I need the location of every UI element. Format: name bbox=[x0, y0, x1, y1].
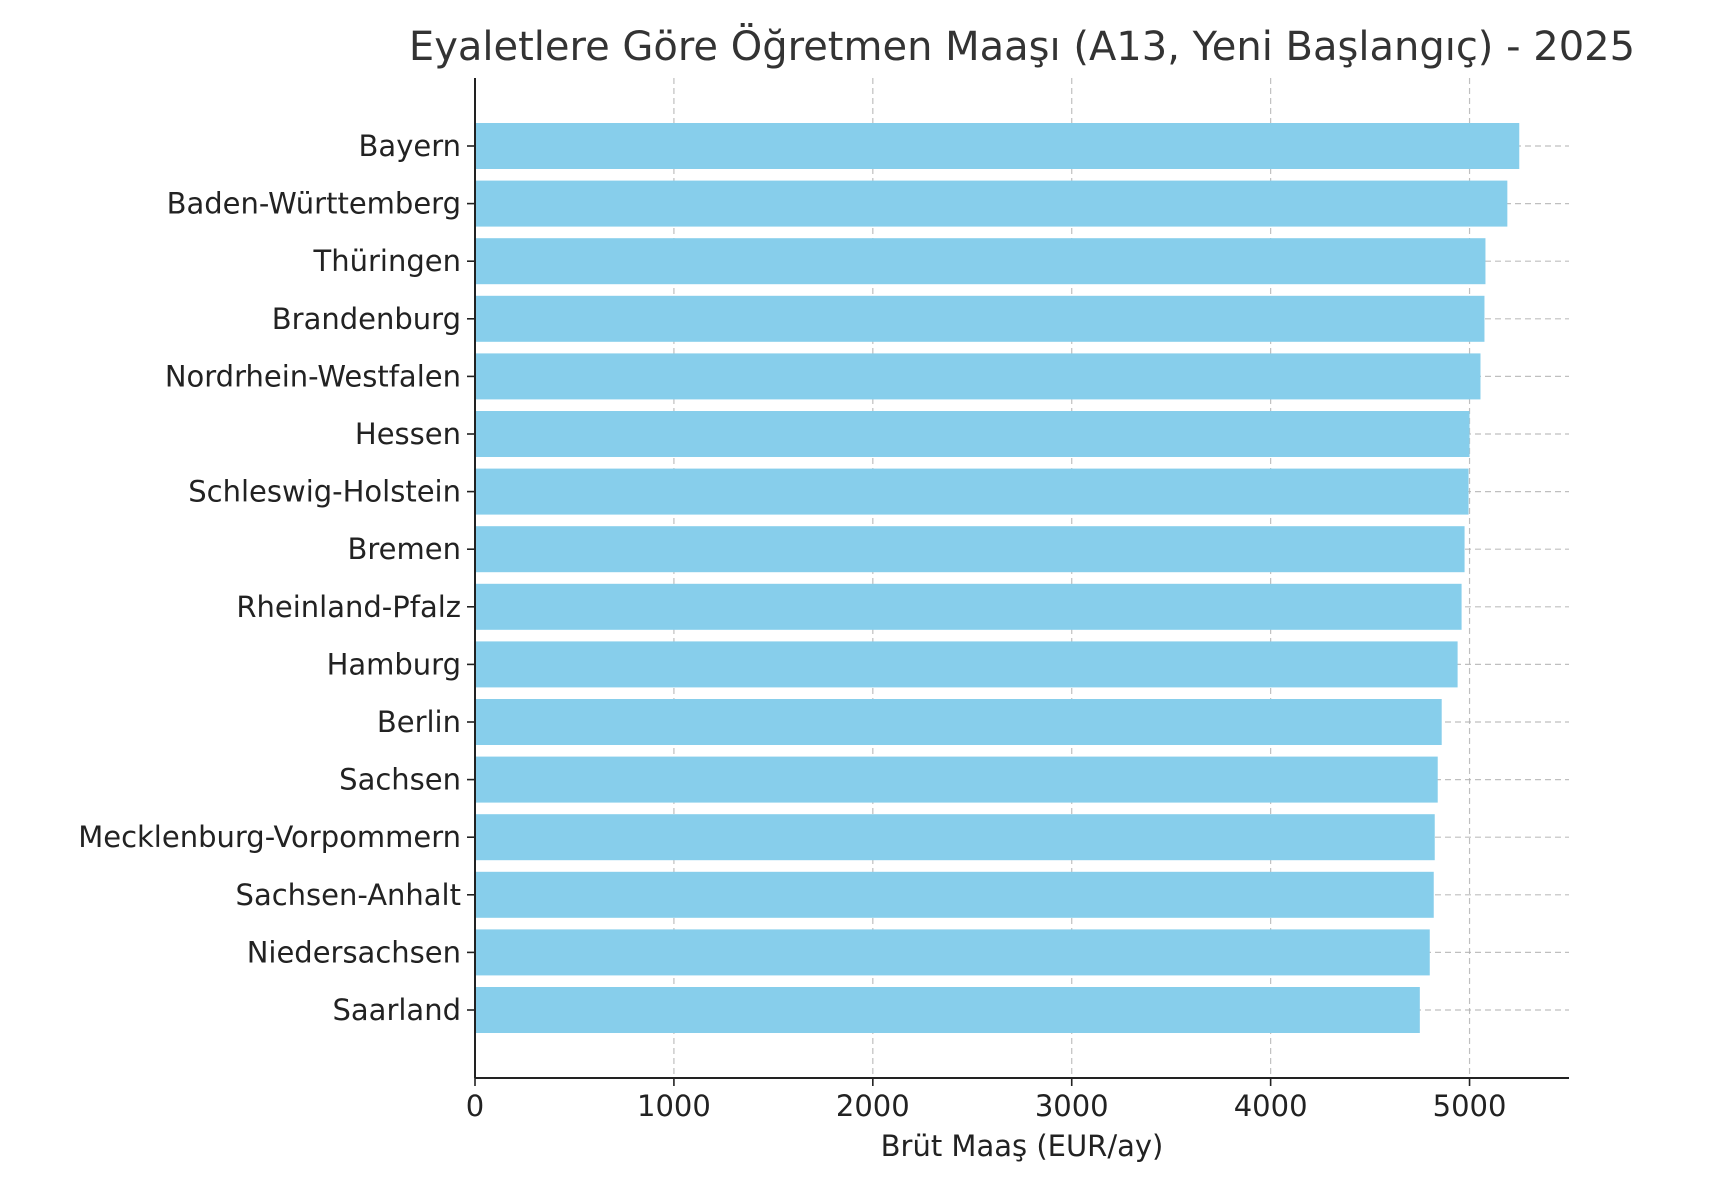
y-tick-label: Nordrhein-Westfalen bbox=[165, 359, 461, 393]
x-ticks: 0 1000 2000 3000 4000 5000 bbox=[466, 1078, 1507, 1123]
y-ticks: Bayern Baden-Württemberg Thüringen Brandenb… bbox=[78, 129, 475, 1027]
x-tick-label: 5000 bbox=[1433, 1089, 1507, 1123]
bar bbox=[475, 238, 1486, 285]
x-axis-label: Brüt Maaş (EUR/ay) bbox=[881, 1129, 1164, 1163]
bar bbox=[475, 814, 1435, 861]
x-tick-label: 3000 bbox=[1035, 1089, 1109, 1123]
y-tick-label: Saarland bbox=[333, 993, 462, 1027]
bar bbox=[475, 699, 1442, 745]
x-tick-label: 4000 bbox=[1234, 1089, 1308, 1123]
bar bbox=[475, 180, 1508, 227]
y-tick-label: Mecklenburg-Vorpommern bbox=[78, 820, 461, 854]
bar bbox=[475, 641, 1458, 688]
y-tick-label: Niedersachsen bbox=[247, 935, 461, 969]
y-tick-label: Brandenburg bbox=[272, 302, 461, 336]
bar bbox=[475, 987, 1420, 1033]
bar bbox=[475, 123, 1520, 169]
y-tick-label: Sachsen bbox=[339, 763, 461, 797]
bar bbox=[475, 583, 1462, 630]
y-tick-label: Baden-Württemberg bbox=[167, 187, 461, 221]
y-tick-label: Berlin bbox=[377, 705, 461, 739]
y-tick-label: Hamburg bbox=[327, 647, 461, 681]
bar bbox=[475, 871, 1434, 918]
bar bbox=[475, 295, 1485, 342]
bar bbox=[475, 756, 1438, 803]
chart-title: Eyaletlere Göre Öğretmen Maaşı (A13, Yen… bbox=[409, 22, 1635, 70]
bars bbox=[475, 123, 1520, 1033]
y-tick-label: Bremen bbox=[348, 532, 462, 566]
axes bbox=[474, 78, 1569, 1079]
bar bbox=[475, 526, 1465, 573]
y-tick-label: Sachsen-Anhalt bbox=[236, 878, 461, 912]
y-tick-label: Thüringen bbox=[313, 244, 461, 278]
bar bbox=[475, 468, 1469, 515]
y-tick-label: Rheinland-Pfalz bbox=[236, 590, 461, 624]
y-tick-label: Hessen bbox=[355, 417, 461, 451]
y-tick-label: Schleswig-Holstein bbox=[188, 475, 461, 509]
y-tick-label: Bayern bbox=[359, 129, 461, 163]
x-tick-label: 2000 bbox=[836, 1089, 910, 1123]
x-tick-label: 1000 bbox=[637, 1089, 711, 1123]
x-tick-label: 0 bbox=[466, 1089, 484, 1123]
bar bbox=[475, 929, 1430, 976]
bar bbox=[475, 411, 1470, 457]
bar bbox=[475, 353, 1481, 400]
